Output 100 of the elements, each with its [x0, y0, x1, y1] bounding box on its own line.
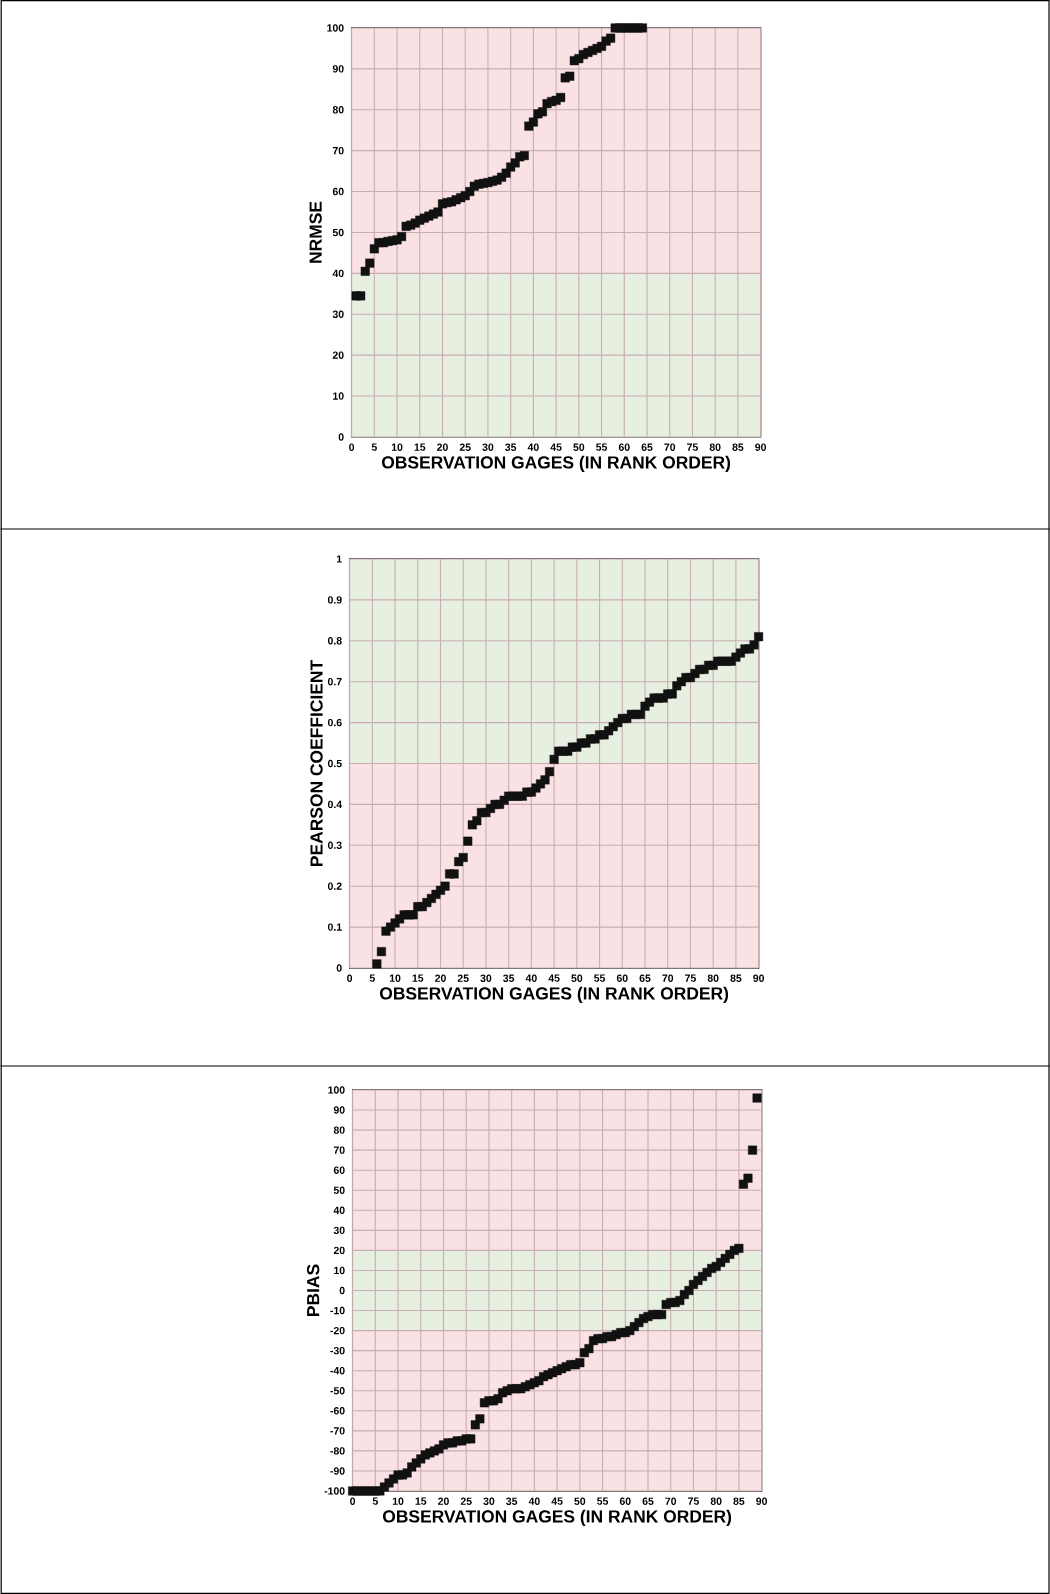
x-tick-label: 80 [710, 1497, 722, 1505]
y-axis-title: PEARSON COEFFICIENT [310, 660, 323, 866]
y-tick-label: -30 [330, 1346, 345, 1355]
y-tick-label: 80 [332, 106, 344, 114]
y-tick-label: 10 [334, 1266, 345, 1275]
x-tick-label: 10 [389, 974, 401, 982]
x-axis-title: OBSERVATION GAGES (IN RANK ORDER) [382, 1509, 731, 1527]
y-tick-label: 0 [336, 964, 342, 972]
y-tick-label: 100 [327, 24, 344, 32]
x-tick-label: 5 [372, 1497, 378, 1505]
x-tick-label: 70 [665, 1497, 677, 1505]
x-tick-label: 65 [639, 974, 651, 982]
y-tick-label: 0.2 [327, 882, 342, 890]
x-tick-label: 70 [662, 974, 674, 982]
y-tick-label: 1 [336, 555, 342, 563]
x-tick-label: 65 [641, 443, 653, 451]
x-tick-label: 20 [434, 974, 446, 982]
y-tick-label: -40 [330, 1367, 345, 1375]
y-tick-label: 40 [333, 1206, 345, 1214]
y-tick-label: 70 [333, 1146, 345, 1154]
x-tick-label: 90 [753, 974, 764, 982]
y-tick-label: 0.9 [327, 596, 342, 604]
x-tick-label: 75 [684, 974, 696, 982]
x-tick-label: 75 [686, 443, 698, 451]
y-tick-label: -50 [330, 1387, 345, 1395]
x-tick-label: 45 [551, 1497, 563, 1505]
y-tick-label: 20 [333, 1246, 345, 1255]
x-tick-label: 10 [391, 443, 403, 451]
y-tick-label: 0.5 [327, 759, 342, 768]
x-tick-label: 55 [595, 443, 607, 451]
y-tick-label: 10 [333, 392, 344, 400]
x-tick-label: 25 [459, 443, 471, 451]
x-tick-label: 85 [730, 974, 742, 982]
y-tick-label: -90 [330, 1467, 345, 1475]
x-tick-label: 10 [392, 1497, 404, 1505]
x-tick-label: 40 [525, 974, 537, 982]
y-tick-label: 0 [339, 1286, 345, 1295]
x-tick-label: 5 [369, 974, 375, 982]
y-tick-label: 0.1 [327, 923, 342, 931]
x-tick-label: 40 [527, 443, 539, 451]
x-tick-label: 90 [756, 1497, 767, 1505]
y-axis-title: NRMSE [309, 201, 322, 263]
x-tick-label: 50 [573, 443, 585, 451]
x-tick-label: 60 [619, 1497, 631, 1505]
x-tick-label: 85 [733, 1497, 745, 1505]
y-tick-label: 70 [332, 146, 344, 155]
x-tick-label: 55 [593, 974, 605, 982]
x-tick-label: 75 [687, 1497, 699, 1505]
y-tick-label: 0.3 [327, 841, 342, 849]
x-tick-label: 65 [642, 1497, 654, 1505]
x-tick-label: 15 [412, 974, 424, 982]
y-tick-label: 100 [328, 1086, 345, 1094]
x-tick-label: 0 [350, 1497, 355, 1505]
x-tick-label: 70 [664, 443, 676, 451]
x-tick-label: 25 [460, 1497, 472, 1505]
x-tick-label: 15 [414, 443, 426, 451]
y-tick-label: 30 [332, 310, 344, 318]
x-tick-label: 80 [707, 974, 719, 982]
y-tick-label: 60 [332, 187, 344, 196]
x-axis-title: OBSERVATION GAGES (IN RANK ORDER) [379, 986, 728, 1004]
x-tick-label: 50 [571, 974, 583, 982]
x-tick-label: 85 [732, 443, 744, 451]
y-tick-label: 0.7 [327, 677, 342, 686]
x-tick-label: 30 [483, 1497, 495, 1505]
y-tick-label: 20 [332, 351, 344, 359]
x-tick-label: 35 [505, 1497, 518, 1505]
x-tick-label: 55 [596, 1497, 608, 1505]
y-tick-label: 0 [338, 433, 344, 441]
x-tick-label: 50 [574, 1497, 586, 1505]
x-tick-label: 40 [528, 1497, 540, 1505]
y-tick-label: -20 [330, 1326, 345, 1335]
x-tick-label: 0 [347, 974, 352, 982]
x-tick-label: 20 [437, 1497, 449, 1505]
x-tick-label: 45 [548, 974, 560, 982]
x-tick-label: 35 [502, 974, 515, 982]
y-axis-title: PBIAS [306, 1264, 320, 1316]
x-tick-label: 20 [436, 443, 448, 451]
x-tick-label: 80 [709, 443, 721, 451]
x-axis-title: OBSERVATION GAGES (IN RANK ORDER) [381, 455, 730, 473]
x-tick-label: 45 [550, 443, 562, 451]
y-tick-label: 0.4 [327, 800, 342, 809]
y-tick-label: 0.8 [327, 637, 342, 645]
y-tick-label: -70 [330, 1427, 345, 1435]
y-tick-label: 40 [332, 269, 344, 278]
x-tick-label: 60 [616, 974, 628, 982]
x-tick-label: 25 [457, 974, 469, 982]
y-tick-label: 30 [333, 1226, 345, 1235]
y-tick-label: 90 [333, 1106, 345, 1114]
x-tick-label: 60 [618, 443, 630, 451]
y-tick-label: 0.6 [327, 718, 342, 727]
y-tick-label: -10 [330, 1306, 345, 1315]
y-tick-label: -60 [330, 1407, 345, 1415]
y-tick-label: 50 [332, 228, 344, 237]
x-tick-label: 35 [504, 443, 517, 451]
x-tick-label: 0 [349, 443, 354, 451]
x-tick-label: 90 [755, 443, 766, 451]
x-tick-label: 30 [482, 443, 494, 451]
y-tick-label: 90 [332, 65, 344, 73]
y-tick-label: 60 [333, 1166, 345, 1174]
y-tick-label: -80 [330, 1447, 345, 1455]
